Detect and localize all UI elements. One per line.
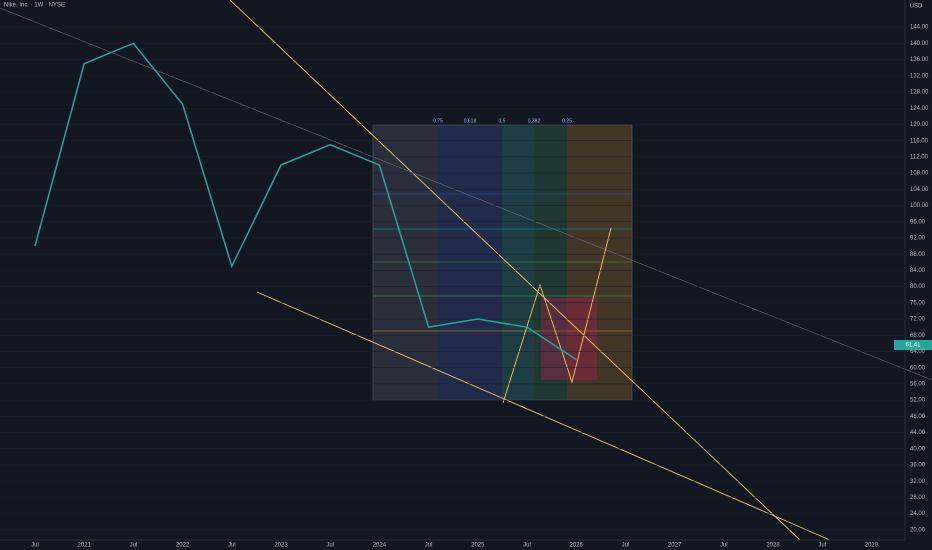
currency-label: USD xyxy=(910,4,923,10)
x-tick-label: Jul xyxy=(818,543,826,549)
y-tick-label: 48.00 xyxy=(910,414,926,420)
y-tick-label: 120.00 xyxy=(910,122,929,128)
fib-label: 0.382 xyxy=(528,118,541,124)
x-tick-label: 2023 xyxy=(274,543,288,549)
x-tick-label: 2021 xyxy=(78,543,92,549)
x-tick-label: 2027 xyxy=(668,543,682,549)
y-tick-label: 140.00 xyxy=(910,41,929,47)
y-tick-label: 60.00 xyxy=(910,365,926,371)
y-tick-label: 80.00 xyxy=(910,284,926,290)
last-price-box xyxy=(894,340,932,350)
y-tick-label: 76.00 xyxy=(910,300,926,306)
y-tick-label: 100.00 xyxy=(910,203,929,209)
x-tick-label: Jul xyxy=(326,543,334,549)
x-tick-label: Jul xyxy=(228,543,236,549)
x-tick-label: 2022 xyxy=(176,543,190,549)
y-tick-label: 96.00 xyxy=(910,219,926,225)
y-tick-label: 92.00 xyxy=(910,236,926,242)
y-tick-label: 136.00 xyxy=(910,57,929,63)
y-tick-label: 124.00 xyxy=(910,106,929,112)
fib-label: 0.25 xyxy=(562,118,572,124)
fib-label: 0.5 xyxy=(499,118,506,124)
y-tick-label: 104.00 xyxy=(910,187,929,193)
y-tick-label: 132.00 xyxy=(910,73,929,79)
y-tick-label: 84.00 xyxy=(910,268,926,274)
y-tick-label: 52.00 xyxy=(910,398,926,404)
fib-label: 0.75 xyxy=(433,118,443,124)
x-tick-label: Jul xyxy=(425,543,433,549)
y-tick-label: 72.00 xyxy=(910,317,926,323)
x-tick-label: 2024 xyxy=(373,543,387,549)
y-tick-label: 116.00 xyxy=(910,138,929,144)
y-tick-label: 64.00 xyxy=(910,349,926,355)
y-tick-label: 68.00 xyxy=(910,333,926,339)
x-tick-label: 2028 xyxy=(766,543,780,549)
x-tick-label: 2025 xyxy=(471,543,485,549)
last-price-label: 61.41 xyxy=(905,343,921,349)
y-tick-label: 40.00 xyxy=(910,446,926,452)
x-tick-label: Jul xyxy=(622,543,630,549)
y-tick-label: 144.00 xyxy=(910,25,929,31)
price-line xyxy=(34,42,577,361)
x-tick-label: Jul xyxy=(130,543,138,549)
x-tick-label: Jul xyxy=(523,543,531,549)
y-tick-label: 28.00 xyxy=(910,495,926,501)
x-tick-label: 2029 xyxy=(865,543,879,549)
y-tick-label: 20.00 xyxy=(910,527,926,533)
y-tick-label: 112.00 xyxy=(910,154,929,160)
y-tick-label: 44.00 xyxy=(910,430,926,436)
y-tick-label: 128.00 xyxy=(910,90,929,96)
y-tick-label: 56.00 xyxy=(910,381,926,387)
y-tick-label: 88.00 xyxy=(910,252,926,258)
y-tick-label: 32.00 xyxy=(910,479,926,485)
y-tick-label: 24.00 xyxy=(910,511,926,517)
fib-label: 0.618 xyxy=(464,118,477,124)
x-tick-label: 2026 xyxy=(570,543,584,549)
x-tick-label: Jul xyxy=(31,543,39,549)
chart-title: Nike, Inc. · 1W · NYSE xyxy=(4,3,65,9)
y-tick-label: 108.00 xyxy=(910,171,929,177)
y-tick-label: 36.00 xyxy=(910,463,926,469)
x-tick-label: Jul xyxy=(720,543,728,549)
